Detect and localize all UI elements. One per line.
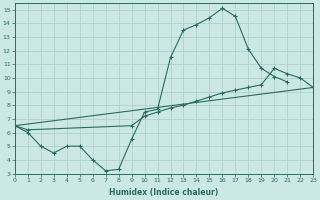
X-axis label: Humidex (Indice chaleur): Humidex (Indice chaleur) [109, 188, 219, 197]
